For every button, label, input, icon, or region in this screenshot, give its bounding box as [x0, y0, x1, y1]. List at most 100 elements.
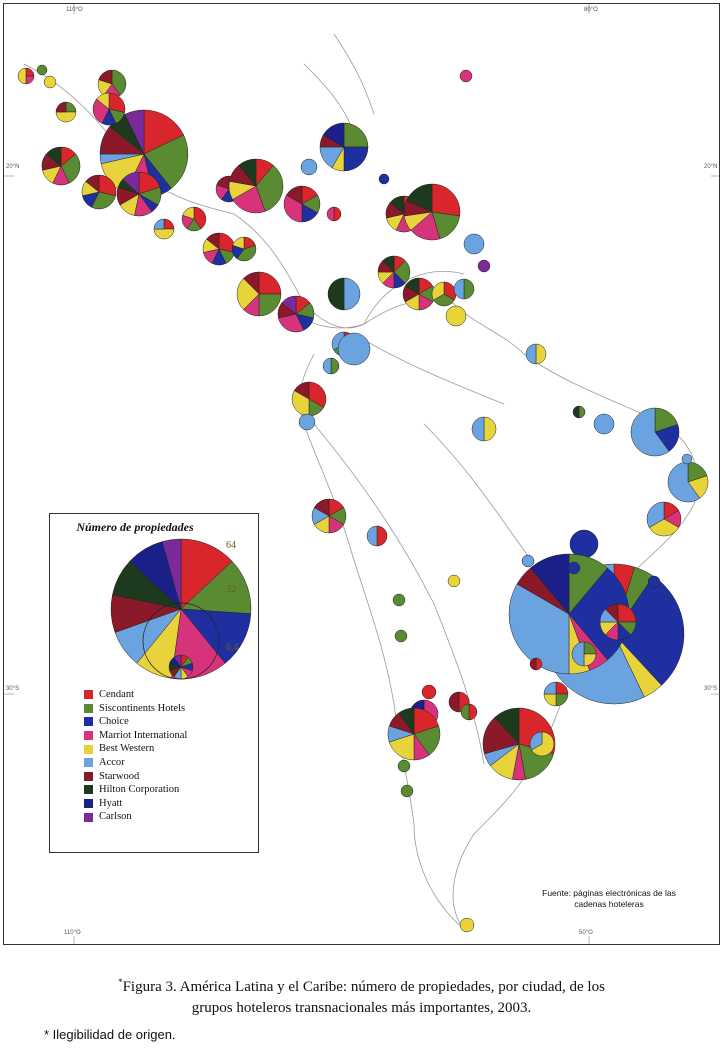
pie-slice — [431, 281, 445, 301]
pie-slice — [45, 146, 62, 167]
coord-label: 110°O — [64, 930, 81, 936]
pie-slice — [180, 538, 233, 610]
city-pie-charts — [17, 64, 709, 933]
coord-label: 80°O — [584, 7, 598, 13]
pie-slice — [571, 641, 585, 667]
legend-title: Número de propiedades — [76, 520, 194, 534]
pie-slice — [404, 277, 420, 295]
city-pie — [326, 206, 342, 222]
pie-slice — [243, 271, 260, 295]
legend-label: Carlson — [99, 811, 132, 823]
city-pie — [453, 278, 475, 300]
pie-slice — [193, 206, 207, 230]
city-pie — [647, 575, 661, 589]
coord-label: 30°S — [6, 686, 20, 692]
city-pie — [231, 236, 257, 262]
city-pie — [459, 917, 475, 933]
pie-slice — [647, 575, 661, 589]
pie-slice — [258, 293, 282, 317]
legend-swatch — [84, 717, 93, 727]
pie-slice — [468, 703, 478, 721]
pie-slice — [531, 731, 555, 757]
legend-swatch — [84, 812, 93, 822]
legend-label: Starwood — [99, 770, 140, 782]
pie-slice — [330, 357, 340, 375]
coord-label: 110°O — [66, 7, 83, 13]
pie-slice — [173, 654, 182, 668]
pie-slice — [111, 69, 127, 96]
pie-slice — [433, 293, 455, 307]
pie-slice — [180, 608, 252, 664]
city-pie — [228, 158, 284, 214]
city-pie — [572, 405, 586, 419]
pie-slice — [382, 255, 395, 273]
pie-slice — [55, 101, 67, 113]
legend-label: Best Western — [99, 743, 155, 755]
city-pie — [300, 158, 318, 176]
pie-slice — [392, 593, 406, 607]
legend-item: Cendant — [84, 688, 187, 702]
city-pie — [337, 332, 371, 366]
legend-label: Hilton Corporation — [99, 784, 180, 796]
city-pie — [543, 681, 569, 707]
pie-slice — [593, 413, 615, 435]
pie-slice — [460, 703, 470, 721]
pie-slice — [36, 64, 48, 76]
scale-label: 64 — [226, 540, 236, 551]
city-pie — [55, 101, 77, 123]
pie-slice — [327, 277, 345, 311]
pie-slice — [308, 381, 327, 408]
pie-slice — [463, 278, 475, 300]
city-pie — [153, 218, 175, 240]
pie-slice — [648, 518, 680, 537]
city-pie — [569, 529, 599, 559]
pie-slice — [143, 109, 184, 155]
legend-size-scale — [110, 538, 252, 680]
pie-slice — [529, 657, 537, 671]
legend-swatch — [84, 703, 93, 713]
pie-slice — [108, 92, 126, 113]
legend-label: Marriot International — [99, 729, 188, 741]
pie-slice — [180, 560, 252, 615]
legend-box: Número de propiedades 64 32 6,4 Cendant … — [49, 513, 259, 853]
pie-slice — [286, 185, 303, 205]
city-pie — [567, 561, 581, 575]
coord-label: 20°N — [704, 164, 718, 170]
pie-slice — [143, 134, 189, 189]
city-pie — [525, 343, 547, 365]
city-pie — [593, 413, 615, 435]
city-pie — [521, 554, 535, 568]
border-line — [353, 333, 535, 565]
legend-item: Hilton Corporation — [84, 783, 187, 797]
legend-items: Cendant Siscontinents Hotels Choice Marr… — [84, 688, 187, 824]
coord-label: 20°N — [6, 164, 20, 170]
pie-slice — [376, 525, 388, 547]
city-pie — [378, 173, 390, 185]
pie-slice — [298, 413, 316, 431]
city-pie — [400, 784, 414, 798]
city-pie — [681, 453, 693, 465]
city-pie — [599, 603, 637, 641]
city-pie — [402, 277, 436, 311]
pie-slice — [483, 416, 497, 442]
pie-slice — [25, 67, 35, 77]
source-note-line: Fuente: páginas electrónicas de las — [542, 888, 676, 898]
coord-label: 30°S — [704, 686, 718, 692]
pie-slice — [25, 75, 35, 85]
pie-slice — [555, 693, 569, 707]
pie-slice — [681, 453, 693, 465]
pie-slice — [667, 461, 701, 503]
pie-slice — [366, 525, 378, 547]
city-pie — [421, 684, 437, 700]
pie-slice — [333, 206, 342, 222]
city-pie — [283, 185, 321, 223]
pie-slice — [293, 381, 310, 400]
city-pie — [327, 277, 361, 311]
pie-slice — [326, 206, 335, 222]
pie-slice — [153, 228, 175, 240]
city-pie — [116, 171, 162, 217]
pie-slice — [543, 681, 557, 695]
pie-slice — [400, 784, 414, 798]
city-pie — [445, 305, 467, 327]
city-pie — [529, 731, 555, 757]
